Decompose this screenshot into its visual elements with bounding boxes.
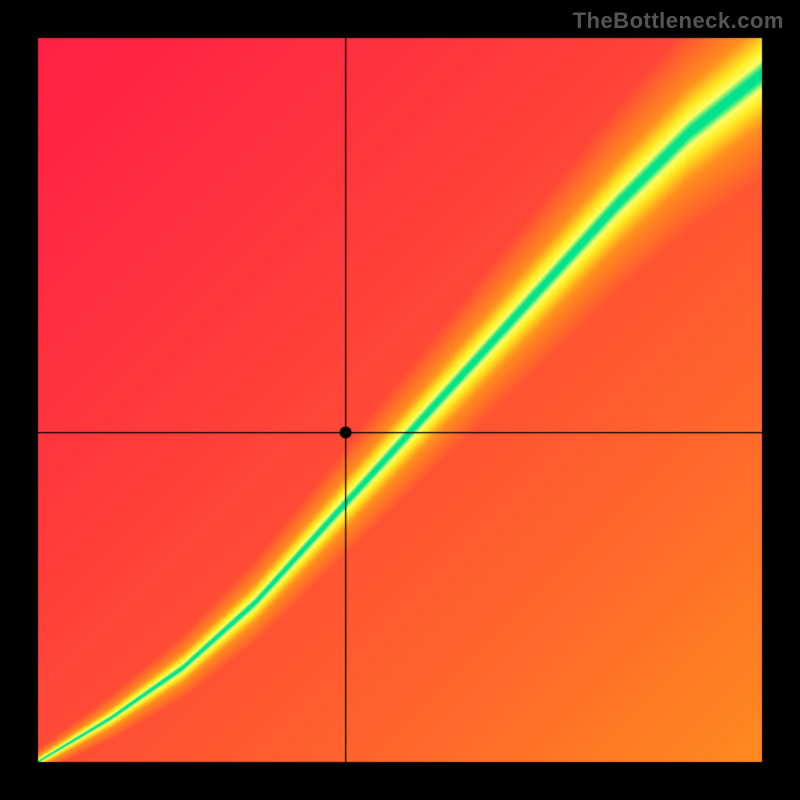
bottleneck-heatmap — [0, 0, 800, 800]
chart-container: TheBottleneck.com — [0, 0, 800, 800]
watermark-text: TheBottleneck.com — [573, 8, 784, 34]
